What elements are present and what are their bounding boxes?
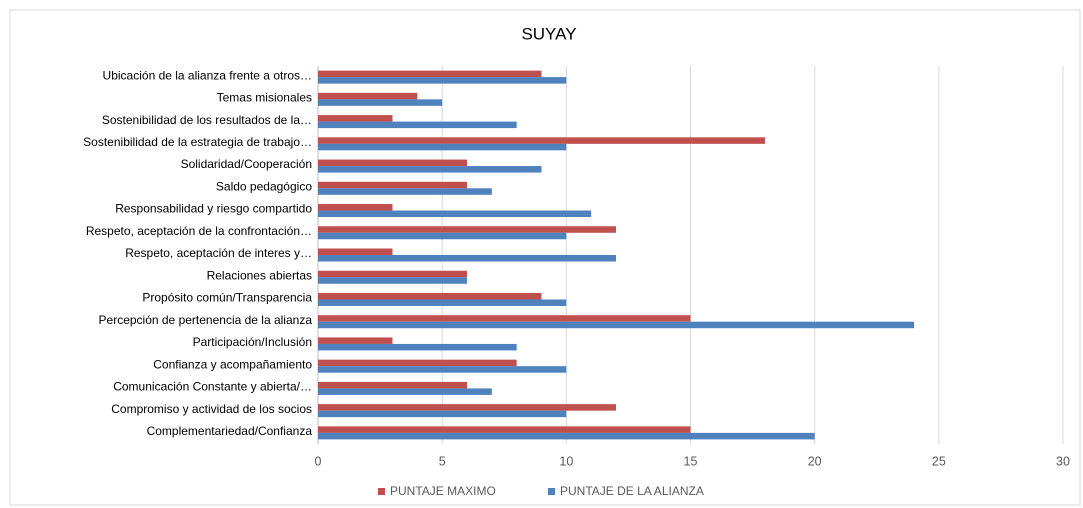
bar <box>318 226 616 233</box>
y-tick-label: Temas misionales <box>217 91 312 105</box>
y-tick-label: Complementariedad/Confianza <box>147 424 313 438</box>
bar <box>318 99 443 106</box>
bar <box>318 121 517 129</box>
y-tick-label: Compromiso y actividad de los socios <box>111 402 312 416</box>
y-tick-label: Participación/Inclusión <box>193 335 312 349</box>
y-tick-label: Ubicación de la alianza frente a otros… <box>103 68 312 82</box>
x-tick-label: 0 <box>315 454 322 468</box>
y-tick-label: Respeto, aceptación de interes y… <box>125 246 312 260</box>
bar <box>318 388 492 395</box>
legend-label: PUNTAJE MAXIMO <box>390 484 496 498</box>
bar <box>318 299 567 306</box>
bar <box>318 410 567 418</box>
y-tick-label: Saldo pedagógico <box>216 179 312 193</box>
bar <box>318 181 467 189</box>
x-tick-label: 5 <box>439 454 446 468</box>
bar <box>318 404 616 411</box>
y-tick-label: Solidaridad/Cooperación <box>181 157 312 171</box>
x-tick-label: 25 <box>932 454 946 468</box>
bar <box>318 188 492 195</box>
bar <box>318 159 467 167</box>
y-tick-label: Sostenibilidad de los resultados de la… <box>102 113 312 127</box>
bar <box>318 92 418 100</box>
bar <box>318 166 542 173</box>
bar <box>318 270 467 278</box>
bar <box>318 359 517 367</box>
bar <box>318 232 567 240</box>
bar <box>318 77 567 84</box>
bar <box>318 381 467 389</box>
bar <box>318 204 393 211</box>
y-tick-label: Confianza y acompañamiento <box>153 357 312 371</box>
bar <box>318 426 691 433</box>
bar <box>318 366 567 373</box>
bar <box>318 115 393 122</box>
y-tick-label: Propósito común/Transparencia <box>142 291 312 305</box>
bar <box>318 137 765 144</box>
y-tick-label: Responsabilidad y riesgo compartido <box>115 202 312 216</box>
y-tick-label: Respeto, aceptación de la confrontación… <box>86 224 312 238</box>
bar <box>318 70 542 78</box>
x-tick-label: 30 <box>1056 454 1070 468</box>
bar <box>318 432 815 440</box>
y-tick-label: Sostenibilidad de la estrategia de traba… <box>83 135 312 149</box>
bar <box>318 277 467 284</box>
legend-label: PUNTAJE DE LA ALIANZA <box>560 484 704 498</box>
y-tick-label: Relaciones abiertas <box>207 268 312 282</box>
bar <box>318 210 592 218</box>
x-tick-label: 20 <box>808 454 822 468</box>
x-tick-label: 10 <box>559 454 573 468</box>
bar <box>318 255 616 262</box>
y-tick-label: Percepción de pertenencia de la alianza <box>99 313 313 327</box>
chart-title: SUYAY <box>521 24 576 43</box>
legend-swatch <box>548 488 555 495</box>
bar <box>318 315 691 322</box>
bar <box>318 343 517 351</box>
legend-swatch <box>378 488 385 495</box>
bar <box>318 143 567 151</box>
bar <box>318 292 542 300</box>
bar <box>318 321 914 329</box>
x-tick-label: 15 <box>684 454 698 468</box>
y-tick-label: Comunicación Constante y abierta/… <box>113 380 312 394</box>
bar <box>318 337 393 344</box>
bar <box>318 248 393 255</box>
